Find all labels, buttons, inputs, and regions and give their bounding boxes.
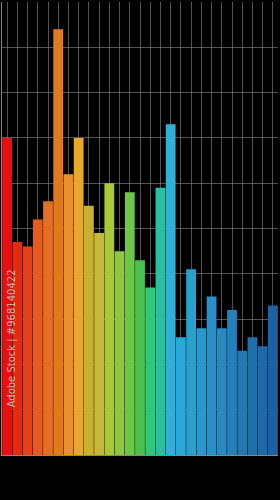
svg-text:Adobe Stock | #968140422: Adobe Stock | #968140422 xyxy=(6,270,18,408)
